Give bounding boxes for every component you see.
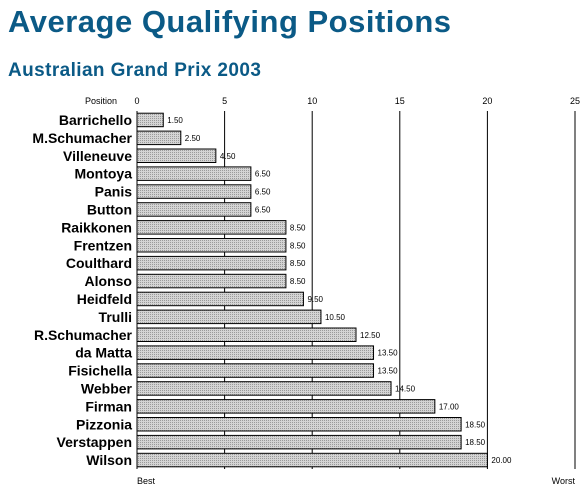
- bar-Heidfeld: [136, 291, 304, 307]
- value-label-Heidfeld: 9.50: [307, 295, 323, 304]
- category-label-Alonso: Alonso: [85, 273, 132, 289]
- tick-label-0: 0: [134, 96, 139, 106]
- category-label-Wilson: Wilson: [86, 452, 132, 468]
- grid: [136, 111, 576, 469]
- bar-Firman: [136, 399, 436, 414]
- category-label-Fisichella: Fisichella: [68, 363, 132, 379]
- value-label-Webber: 14.50: [395, 384, 416, 393]
- value-label-Wilson: 20.00: [491, 456, 512, 465]
- chart-title: Average Qualifying Positions: [8, 4, 452, 39]
- value-label-Panis: 6.50: [255, 188, 271, 197]
- tick-label-25: 25: [570, 96, 580, 106]
- tick-label-15: 15: [395, 96, 405, 106]
- category-label-Button: Button: [87, 201, 132, 217]
- tick-label-5: 5: [222, 96, 227, 106]
- worst-label: Worst: [552, 476, 576, 486]
- bar-R.Schumacher: [136, 327, 357, 342]
- value-label-Firman: 17.00: [439, 402, 460, 411]
- category-label-da Matta: da Matta: [75, 345, 132, 361]
- bar-Coulthard: [136, 255, 287, 271]
- labels: 0 5 10 15 20 25 Position Barrichello 1.50 M.Schum…: [32, 96, 580, 486]
- category-label-Webber: Webber: [81, 380, 133, 396]
- value-label-Raikkonen: 8.50: [290, 223, 306, 232]
- bar-da Matta: [136, 345, 375, 360]
- category-label-Montoya: Montoya: [74, 166, 132, 182]
- value-label-R.Schumacher: 12.50: [360, 331, 381, 340]
- tick-label-10: 10: [307, 96, 317, 106]
- axis-label: Position: [85, 96, 117, 106]
- bar-Villeneuve: [136, 148, 217, 163]
- value-label-da Matta: 13.50: [378, 349, 399, 358]
- best-label: Best: [137, 476, 156, 486]
- bar-Barrichello: [136, 112, 164, 128]
- category-label-Verstappen: Verstappen: [57, 434, 132, 450]
- category-label-Coulthard: Coulthard: [66, 255, 132, 271]
- category-label-Frentzen: Frentzen: [74, 237, 132, 253]
- category-label-Barrichello: Barrichello: [59, 112, 132, 128]
- value-label-M.Schumacher: 2.50: [185, 134, 201, 143]
- bar-Frentzen: [136, 238, 287, 253]
- value-label-Trulli: 10.50: [325, 313, 346, 322]
- bar-Pizzonia: [136, 417, 462, 432]
- bar-Button: [136, 202, 252, 217]
- category-label-Panis: Panis: [95, 184, 133, 200]
- value-label-Coulthard: 8.50: [290, 259, 306, 268]
- value-label-Pizzonia: 18.50: [465, 420, 486, 429]
- bar-Wilson: [136, 452, 488, 468]
- bars: [136, 112, 488, 468]
- value-label-Frentzen: 8.50: [290, 241, 306, 250]
- category-label-Pizzonia: Pizzonia: [76, 416, 132, 432]
- value-label-Verstappen: 18.50: [465, 438, 486, 447]
- bar-Verstappen: [136, 434, 462, 450]
- value-label-Montoya: 6.50: [255, 170, 271, 179]
- bar-Montoya: [136, 166, 252, 181]
- value-label-Fisichella: 13.50: [378, 367, 399, 376]
- category-label-R.Schumacher: R.Schumacher: [34, 327, 133, 343]
- category-label-Raikkonen: Raikkonen: [61, 219, 132, 235]
- bar-Raikkonen: [136, 220, 287, 235]
- bar-Trulli: [136, 309, 322, 325]
- value-label-Barrichello: 1.50: [167, 116, 183, 125]
- bar-Alonso: [136, 273, 287, 289]
- bar-Fisichella: [136, 363, 375, 378]
- bar-Webber: [136, 381, 392, 396]
- category-label-Villeneuve: Villeneuve: [63, 148, 132, 164]
- value-label-Villeneuve: 4.50: [220, 152, 236, 161]
- category-label-Trulli: Trulli: [99, 309, 132, 325]
- chart-subtitle: Australian Grand Prix 2003: [8, 60, 262, 81]
- tick-label-20: 20: [482, 96, 492, 106]
- value-label-Alonso: 8.50: [290, 277, 306, 286]
- category-label-M.Schumacher: M.Schumacher: [32, 130, 132, 146]
- bar-M.Schumacher: [136, 130, 182, 146]
- bar-Panis: [136, 184, 252, 199]
- category-label-Heidfeld: Heidfeld: [77, 291, 132, 307]
- value-label-Button: 6.50: [255, 205, 271, 214]
- category-label-Firman: Firman: [85, 398, 132, 414]
